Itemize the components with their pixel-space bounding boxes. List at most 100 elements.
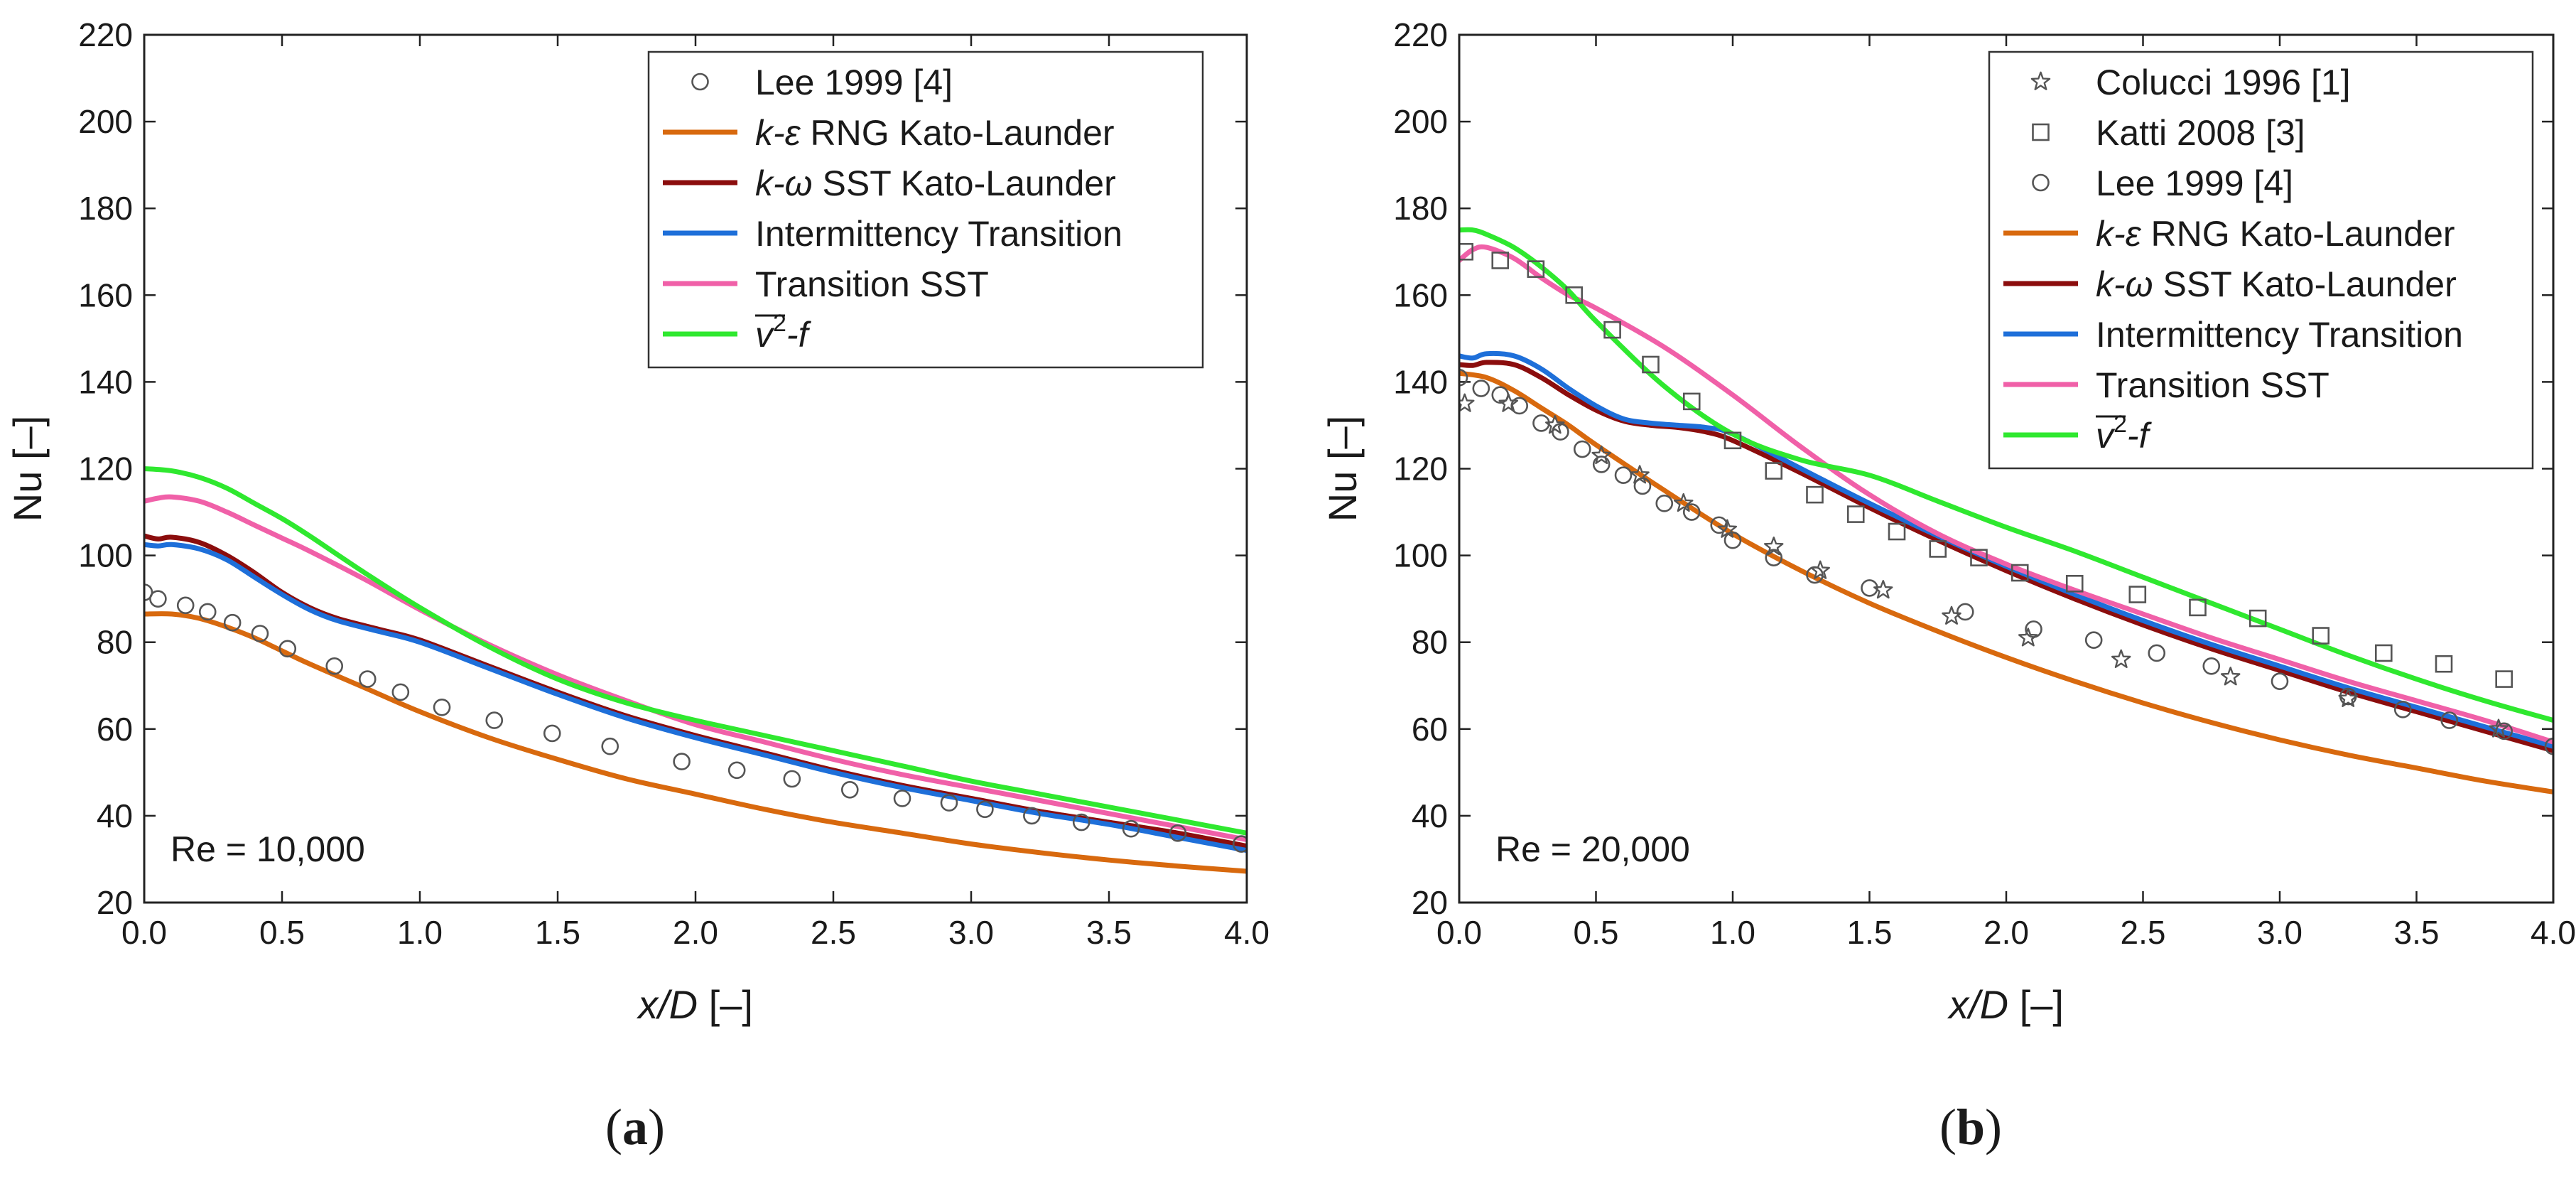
legend-label-model-name: RNG Kato-Launder (811, 113, 1115, 153)
x-tick-label: 4.0 (1224, 914, 1270, 951)
data-point-star (1673, 492, 1694, 512)
y-axis-title: Nu [–] (5, 416, 50, 522)
data-point-square (1459, 242, 1473, 261)
data-point-circle (2495, 722, 2513, 741)
reynolds-annotation: Re = 20,000 (1495, 829, 1690, 869)
legend-label-model-name: SST Kato-Launder (2163, 264, 2457, 304)
y-tick-label: 20 (1412, 884, 1448, 921)
panel-label-letter: b (1957, 1099, 1985, 1156)
y-tick-label: 120 (1393, 451, 1448, 488)
plot-frame (143, 33, 1248, 904)
legend-label: Katti 2008 [3] (2096, 113, 2305, 153)
legend-label-space (2141, 214, 2151, 254)
panel-label-open-paren: ( (1939, 1099, 1957, 1156)
data-point-square (2312, 627, 2330, 645)
legend-label: Intermittency Transition (2096, 315, 2463, 355)
data-point-circle (1723, 531, 1742, 549)
data-point-circle (251, 625, 269, 642)
data-point-star (2220, 667, 2241, 686)
legend-marker-square (2032, 123, 2050, 141)
legend-label-text: Lee 1999 [4] (2096, 163, 2293, 203)
data-point-circle (1633, 477, 1652, 495)
legend-label-text: Colucci 1996 [1] (2096, 63, 2351, 102)
legend-label: Lee 1999 [4] (755, 63, 953, 102)
data-point-square (1806, 485, 1824, 504)
data-point-circle (1552, 423, 1569, 441)
x-axis-title-variable: x/D (636, 982, 698, 1027)
legend-marker-star (2030, 71, 2051, 90)
plot-area (1459, 227, 2553, 795)
y-tick-label: 40 (97, 797, 133, 834)
data-point-star (1459, 393, 1475, 412)
y-tick-label: 40 (1412, 797, 1448, 834)
legend-label: k-ω SST Kato-Launder (755, 163, 1116, 203)
legend-marker-circle (2032, 173, 2050, 192)
x-axis-title-unit: [–] (2008, 982, 2064, 1027)
data-point-square (1642, 355, 1660, 374)
series-line-3 (144, 542, 1247, 854)
legend-label-suffix: -f (786, 315, 812, 355)
data-point-star (1717, 519, 1738, 538)
x-tick-label: 3.5 (1086, 914, 1132, 951)
data-point-circle (1023, 807, 1041, 825)
data-point-star (1498, 393, 1519, 412)
panel-label-open-paren: ( (605, 1099, 622, 1156)
data-point-circle (1861, 579, 1878, 597)
data-point-circle (673, 753, 691, 770)
data-point-circle (1710, 516, 1728, 534)
data-point-square (2011, 564, 2029, 582)
data-point-square (1603, 321, 1621, 339)
y-tick-label: 80 (1412, 624, 1448, 661)
legend-label-model-prefix: k-ε (2096, 214, 2142, 254)
legend-label-space (2153, 264, 2163, 304)
legend-label-v-symbol: v (2096, 416, 2116, 456)
data-point-star (2338, 688, 2359, 707)
x-tick-label: 2.5 (2121, 914, 2166, 951)
y-tick-label: 60 (97, 711, 133, 748)
legend-label-suffix: -f (2127, 416, 2153, 456)
panel-label-letter: a (622, 1099, 648, 1156)
x-axis-title: x/D [–] (636, 982, 753, 1027)
plot-area (144, 466, 1247, 874)
data-point-circle (2339, 687, 2357, 706)
data-point-square (2248, 609, 2267, 628)
y-tick-label: 200 (1393, 103, 1448, 140)
data-point-circle (976, 800, 994, 819)
x-tick-label: 2.0 (673, 914, 718, 951)
legend-label-text: Intermittency Transition (2096, 315, 2463, 355)
x-tick-label: 0.0 (121, 914, 167, 951)
y-tick-label: 220 (78, 16, 133, 53)
legend-box (647, 50, 1204, 369)
series-line-5 (1459, 350, 2553, 749)
data-point-star (2018, 628, 2038, 647)
legend-label: k-ε RNG Kato-Launder (2096, 214, 2455, 254)
panel-label: (b) (1939, 1099, 2002, 1156)
legend-label-model-prefix: k-ω (755, 163, 813, 203)
plot-frame (1458, 33, 2555, 904)
data-point-circle (1956, 603, 1974, 621)
data-point-square (2128, 586, 2147, 603)
data-point-star (1591, 445, 1612, 465)
legend-label: k-ω SST Kato-Launder (2096, 264, 2457, 304)
data-point-circle (1459, 368, 1468, 387)
data-point-circle (2202, 657, 2221, 675)
reynolds-annotation: Re = 10,000 (171, 829, 365, 869)
data-point-circle (1806, 566, 1824, 584)
y-tick-label: 60 (1412, 711, 1448, 748)
x-tick-label: 4.0 (2531, 914, 2576, 951)
data-point-circle (1169, 824, 1187, 842)
y-tick-label: 180 (1393, 190, 1448, 227)
data-point-circle (2544, 737, 2553, 755)
data-point-circle (2393, 701, 2412, 718)
data-point-square (2189, 598, 2207, 617)
series-line-4 (1459, 360, 2553, 753)
legend-label: Transition SST (2096, 365, 2329, 405)
legend-label-model-prefix: k-ω (2096, 264, 2153, 304)
data-point-circle (1491, 386, 1510, 404)
data-point-circle (2271, 672, 2289, 690)
data-point-star (2489, 718, 2509, 738)
data-point-circle (2148, 644, 2166, 662)
data-point-circle (2440, 711, 2458, 729)
x-tick-label: 2.5 (811, 914, 856, 951)
